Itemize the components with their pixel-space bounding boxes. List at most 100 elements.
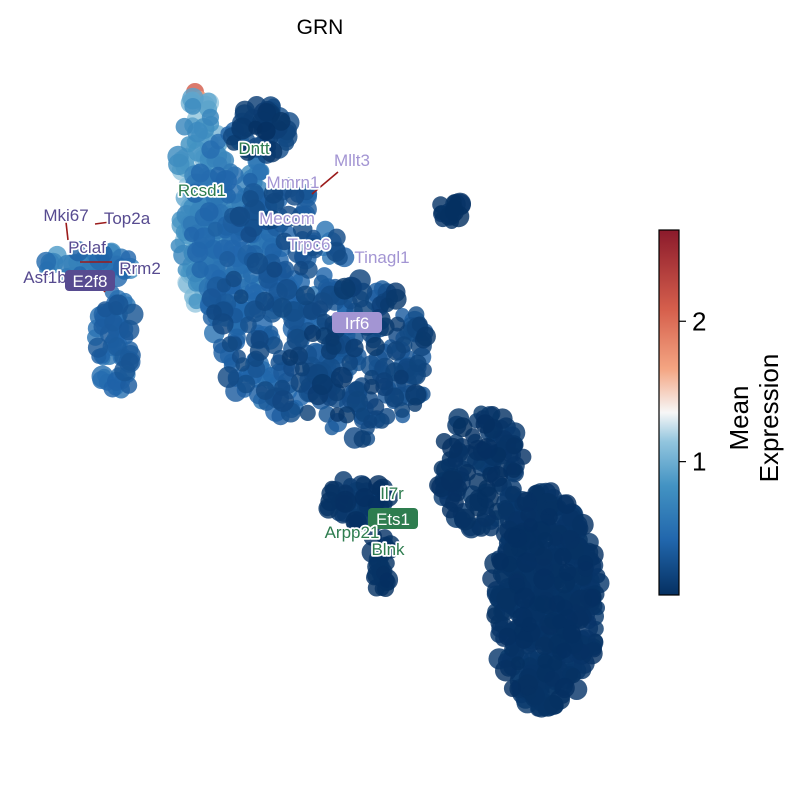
gene-node <box>366 398 385 416</box>
gene-node <box>191 261 209 279</box>
label-connector <box>311 171 339 195</box>
gene-label-text: Pclaf <box>68 238 106 257</box>
gene-node <box>295 285 316 306</box>
gene-node <box>333 277 356 300</box>
gene-label-text: Trpc6 <box>288 235 331 254</box>
gene-node <box>221 336 238 353</box>
gene-node <box>590 568 606 584</box>
gene-label-text: Blnk <box>371 540 405 559</box>
gene-node <box>498 627 517 646</box>
gene-node <box>506 462 522 478</box>
gene-node <box>36 251 57 272</box>
gene-node <box>554 547 572 566</box>
gene-node <box>324 420 340 436</box>
colorbar-gradient <box>658 229 680 596</box>
gene-label-box <box>65 270 115 291</box>
gene-node <box>330 407 345 422</box>
gene-node <box>458 464 476 482</box>
gene-node <box>87 337 109 358</box>
gene-node <box>241 190 259 208</box>
gene-node <box>206 304 222 321</box>
gene-node <box>167 145 189 168</box>
gene-labels: Dntt Rcsd1 Mllt3 Mmrn1 Mecom Trpc6 Tinagl1 Mki6… <box>22 137 418 561</box>
gene-node <box>554 677 575 699</box>
gene-node <box>454 508 476 531</box>
gene-node <box>107 294 129 316</box>
gene-node <box>510 656 525 671</box>
colorbar-label: Mean Expression <box>724 354 784 483</box>
gene-node <box>207 221 223 237</box>
gene-label-text: Rcsd1 <box>178 181 226 200</box>
gene-node <box>441 470 463 492</box>
gene-node <box>442 437 463 459</box>
gene-node <box>265 336 283 355</box>
gene-node <box>504 527 521 544</box>
gene-node <box>113 258 130 275</box>
gene-node <box>552 614 567 629</box>
gene-node <box>416 326 436 347</box>
gene-node <box>255 291 275 311</box>
gene-node <box>246 252 269 275</box>
gene-node <box>266 261 283 278</box>
gene-node <box>294 361 310 377</box>
label-connector <box>65 221 69 241</box>
gene-node <box>120 352 139 371</box>
gene-label-text: Tinagl1 <box>354 248 409 267</box>
gene-node <box>276 279 298 301</box>
gene-node <box>382 542 399 559</box>
gene-label-blnk: Blnk <box>370 538 407 561</box>
gene-label-pclaf: Pclaf <box>66 236 108 259</box>
gene-node <box>556 642 572 659</box>
gene-node <box>220 188 236 204</box>
gene-node <box>581 642 603 665</box>
gene-node <box>293 260 309 276</box>
colorbar-tick-label: 2 <box>692 306 706 336</box>
gene-node <box>514 587 535 609</box>
gene-node <box>326 242 346 262</box>
gene-node <box>584 588 602 607</box>
gene-node <box>255 381 275 400</box>
gene-node <box>536 664 555 683</box>
gene-node <box>512 607 533 628</box>
gene-node <box>373 413 390 429</box>
gene-node <box>303 238 322 256</box>
gene-node <box>475 414 495 434</box>
gene-node <box>175 117 194 136</box>
gene-node <box>261 141 283 163</box>
gene-label-mmrn1: Mmrn1 <box>265 171 321 194</box>
gene-node <box>393 369 409 385</box>
gene-node <box>363 527 382 546</box>
gene-node <box>233 289 249 305</box>
gene-node <box>225 270 242 288</box>
gene-label-box <box>332 312 382 333</box>
gene-node <box>363 414 378 429</box>
gene-node <box>104 313 123 332</box>
gene-node <box>365 336 385 357</box>
gene-node <box>491 552 509 571</box>
gene-node <box>486 607 503 624</box>
gene-node <box>346 391 368 413</box>
gene-node <box>292 219 313 240</box>
gene-node <box>439 206 459 226</box>
gene-node <box>558 563 577 581</box>
node-layer <box>36 83 610 718</box>
gene-node <box>334 490 357 513</box>
gene-node <box>409 354 427 372</box>
gene-node <box>503 679 522 698</box>
gene-node <box>516 491 538 512</box>
gene-label-il7r: Il7r <box>378 482 405 505</box>
gene-node <box>560 530 580 550</box>
gene-node <box>94 245 113 263</box>
gene-node <box>229 206 248 225</box>
colorbar-label-line1: Mean <box>724 385 754 450</box>
gene-node <box>345 511 367 533</box>
gene-node <box>257 103 276 122</box>
gene-node <box>281 349 299 366</box>
gene-label-irf6: Irf6 <box>332 312 382 333</box>
gene-node <box>505 437 523 455</box>
gene-label-e2f8: E2f8 <box>65 270 115 291</box>
gene-label-box <box>368 508 418 529</box>
gene-label-top2a: Top2a <box>102 207 152 230</box>
gene-node <box>296 198 317 220</box>
gene-node <box>320 491 340 512</box>
